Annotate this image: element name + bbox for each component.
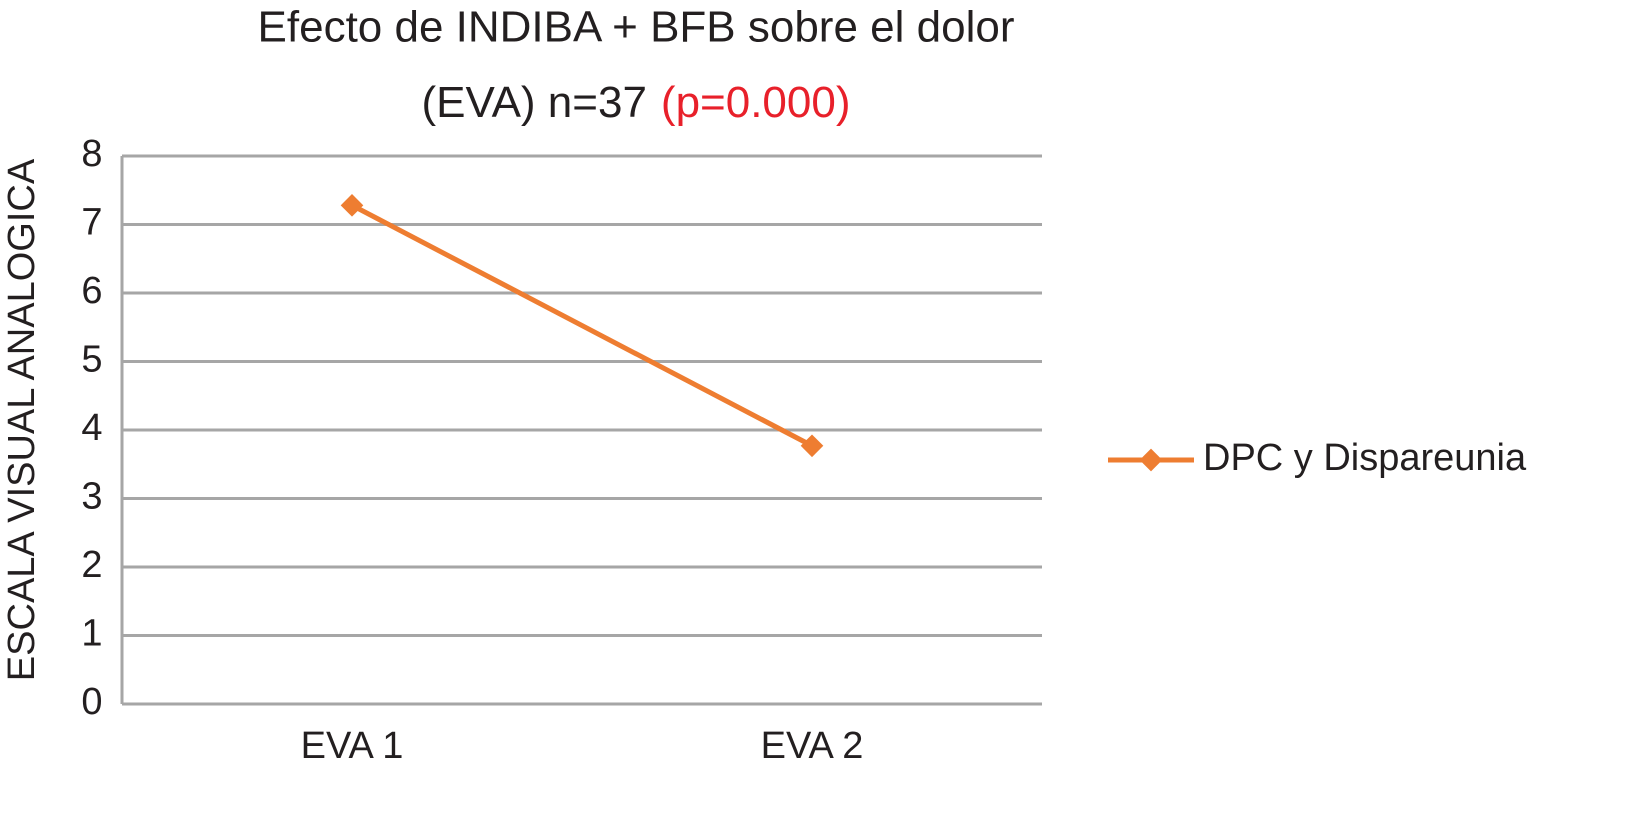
chart-subtitle: (EVA) n=37 xyxy=(422,78,647,127)
data-line xyxy=(350,203,814,448)
y-tick-label: 3 xyxy=(81,476,102,518)
legend-label: DPC y Dispareunia xyxy=(1203,437,1527,479)
y-tick-label: 4 xyxy=(81,407,102,449)
data-point xyxy=(800,434,824,458)
y-tick-label: 6 xyxy=(81,270,102,312)
y-tick-label: 7 xyxy=(81,202,102,244)
y-tick-label: 2 xyxy=(81,544,102,586)
chart-title: Efecto de INDIBA + BFB sobre el dolor xyxy=(258,3,1015,52)
p-value-annotation: (p=0.000) xyxy=(661,78,851,127)
y-tick-label: 8 xyxy=(81,133,102,175)
x-tick-label: EVA 1 xyxy=(301,725,404,767)
y-tick-label: 1 xyxy=(81,613,102,655)
x-tick-label: EVA 2 xyxy=(761,725,864,767)
y-tick-label: 5 xyxy=(81,339,102,381)
data-point xyxy=(340,194,364,217)
y-tick-label: 0 xyxy=(81,681,102,723)
chart-subtitle-line: (EVA) n=37 (p=0.000) xyxy=(422,78,851,127)
y-axis-label: ESCALA VISUAL ANALOGICA xyxy=(1,158,43,681)
legend-marker xyxy=(1139,448,1163,472)
